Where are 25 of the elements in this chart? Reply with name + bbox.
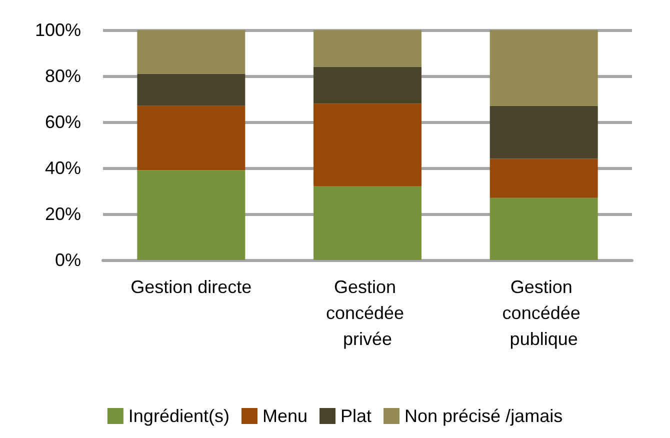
bar <box>490 158 598 198</box>
y-tick-label: 0% <box>54 250 81 270</box>
bar <box>490 198 598 260</box>
bar <box>314 186 422 260</box>
bar <box>137 170 246 260</box>
bar <box>314 104 422 186</box>
x-tick-label: Gestion directe <box>130 277 252 297</box>
bar <box>490 30 598 106</box>
x-tick-label: Gestion concédée publique <box>502 277 586 349</box>
legend-label: Menu <box>262 406 308 426</box>
y-tick-label: 80% <box>44 66 81 86</box>
bar <box>314 30 422 67</box>
legend-label: Ingrédient(s) <box>128 406 230 426</box>
bar <box>137 106 246 170</box>
legend-label: Plat <box>340 406 372 426</box>
y-tick-label: 100% <box>34 20 81 40</box>
legend-label: Non précisé /jamais <box>404 406 563 426</box>
y-tick-label: 60% <box>44 112 81 132</box>
bar <box>137 74 246 106</box>
bar <box>490 106 598 159</box>
y-tick-label: 20% <box>44 204 81 224</box>
bar <box>137 30 246 74</box>
y-tick-label: 40% <box>44 158 81 178</box>
x-tick-label: Gestion concédée privée <box>326 277 410 349</box>
bar <box>314 66 422 104</box>
